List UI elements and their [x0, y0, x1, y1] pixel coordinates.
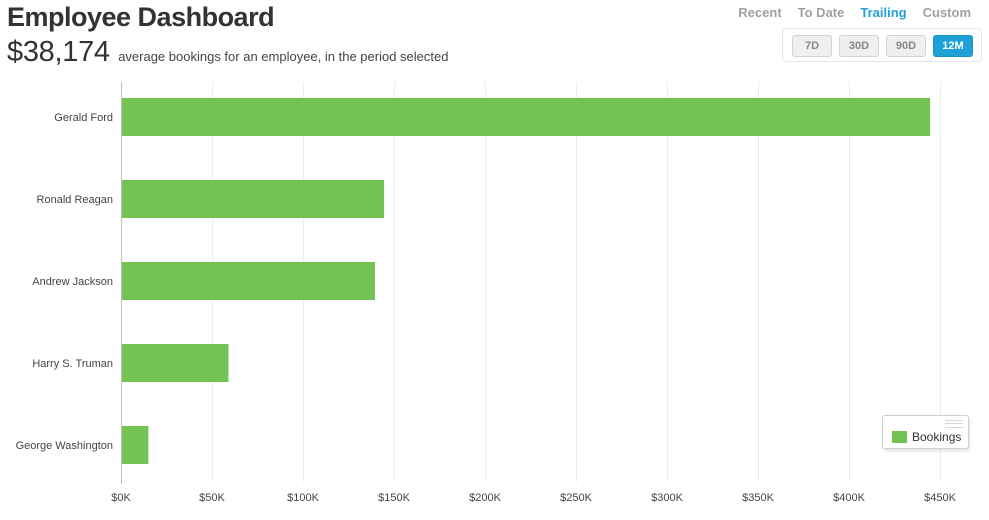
summary-value: $38,174	[7, 36, 110, 68]
y-category-label: Andrew Jackson	[32, 276, 113, 288]
x-tick-label: $0K	[111, 492, 131, 504]
bar	[122, 262, 375, 300]
x-tick-label: $50K	[199, 492, 225, 504]
summary-description: average bookings for an employee, in the…	[118, 49, 449, 64]
x-tick-label: $250K	[560, 492, 592, 504]
y-category-label: Ronald Reagan	[37, 194, 113, 206]
bar	[122, 344, 229, 382]
bar	[122, 180, 385, 218]
tab-trailing[interactable]: Trailing	[860, 5, 907, 20]
x-tick-label: $350K	[742, 492, 774, 504]
bookings-bar-chart: $0K $50K $100K $150K $200K $250K $300K $350K $40…	[16, 82, 957, 504]
range-selector: 7D 30D 90D 12M	[782, 28, 982, 62]
x-tick-label: $300K	[651, 492, 683, 504]
page-title: Employee Dashboard	[7, 2, 275, 32]
x-tick-label: $200K	[469, 492, 501, 504]
bar	[122, 98, 931, 136]
y-category-label: Harry S. Truman	[32, 358, 113, 370]
summary: $38,174 average bookings for an employee…	[7, 36, 448, 69]
legend-label-bookings: Bookings	[912, 430, 962, 444]
tab-custom[interactable]: Custom	[922, 5, 971, 20]
x-tick-label: $450K	[924, 492, 956, 504]
period-mode-tabs: Recent To Date Trailing Custom	[722, 5, 971, 20]
x-tick-label: $150K	[378, 492, 410, 504]
y-category-label: Gerald Ford	[54, 112, 113, 124]
chart-legend[interactable]: Bookings	[882, 415, 969, 449]
legend-swatch-bookings	[892, 431, 907, 443]
tab-to-date[interactable]: To Date	[797, 5, 845, 20]
legend-drag-handle[interactable]	[945, 420, 963, 428]
y-category-label: George Washington	[16, 440, 113, 452]
range-90d-button[interactable]: 90D	[886, 35, 926, 57]
tab-recent[interactable]: Recent	[738, 5, 782, 20]
range-7d-button[interactable]: 7D	[792, 35, 832, 57]
range-12m-button[interactable]: 12M	[933, 35, 973, 57]
x-tick-label: $400K	[833, 492, 865, 504]
bar	[122, 426, 149, 464]
range-30d-button[interactable]: 30D	[839, 35, 879, 57]
x-tick-label: $100K	[287, 492, 319, 504]
